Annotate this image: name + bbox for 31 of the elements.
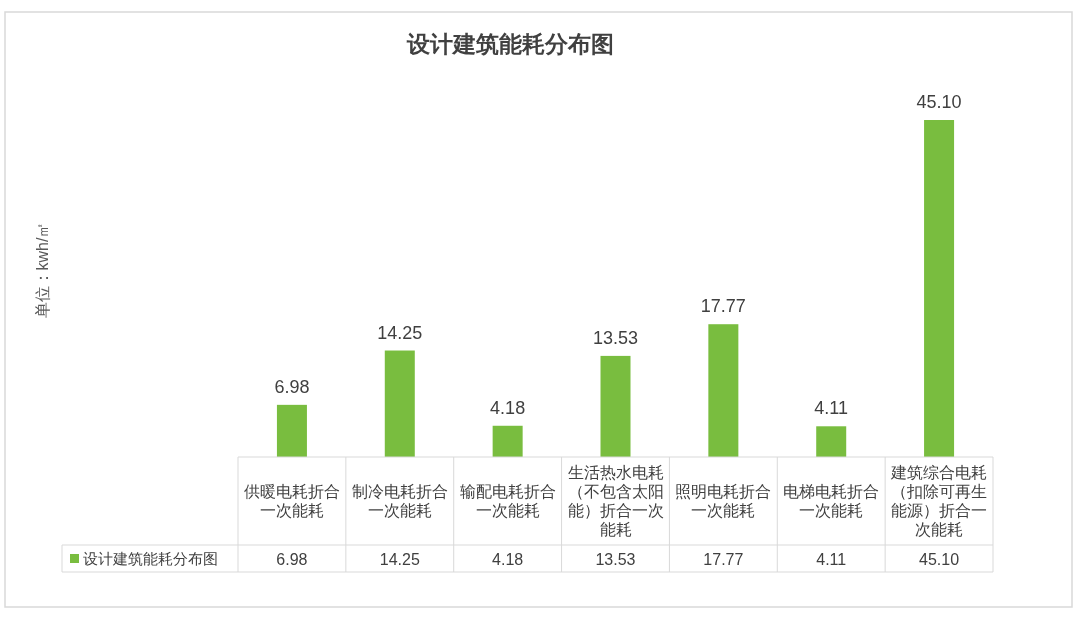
x-tick-label: 生活热水电耗（不包含太阳能）折合一次能耗: [567, 463, 664, 538]
x-tick-label: 制冷电耗折合一次能耗: [351, 482, 448, 519]
bar: [816, 426, 847, 457]
text: 4.11: [814, 398, 849, 419]
text: 45.10: [916, 92, 962, 112]
chart-title: 设计建筑能耗分布图: [405, 31, 614, 57]
x-tick-label: 建筑综合电耗（扣除可再生能源）折合一次能耗: [890, 463, 988, 538]
text: 13.53: [592, 327, 639, 348]
data-label: 45.10: [919, 551, 960, 568]
bar: [492, 425, 523, 457]
text: 6.98: [274, 376, 310, 397]
text: 14.25: [377, 322, 423, 343]
legend-label: 设计建筑能耗分布图: [83, 550, 218, 567]
data-label: 4.18: [492, 551, 524, 568]
text: 4.18: [490, 397, 526, 418]
x-tick-label: 输配电耗折合一次能耗: [459, 482, 556, 519]
x-tick-label: 电梯电耗折合一次能耗: [783, 482, 880, 519]
bar: [600, 355, 631, 457]
data-label: 4.11: [816, 551, 847, 568]
data-label: 6.98: [276, 551, 308, 568]
x-tick-label: 供暖电耗折合一次能耗: [243, 482, 340, 519]
x-tick-label: 照明电耗折合一次能耗: [675, 482, 772, 519]
text: 17.77: [700, 296, 746, 317]
bar: [276, 404, 307, 457]
data-label: 14.25: [379, 551, 420, 568]
bar: [384, 350, 415, 457]
data-label: 17.77: [703, 551, 744, 568]
data-label: 13.53: [595, 551, 636, 568]
text: 单位：kwh/㎡: [34, 221, 51, 319]
bar: [708, 324, 739, 457]
bar: [924, 120, 955, 457]
